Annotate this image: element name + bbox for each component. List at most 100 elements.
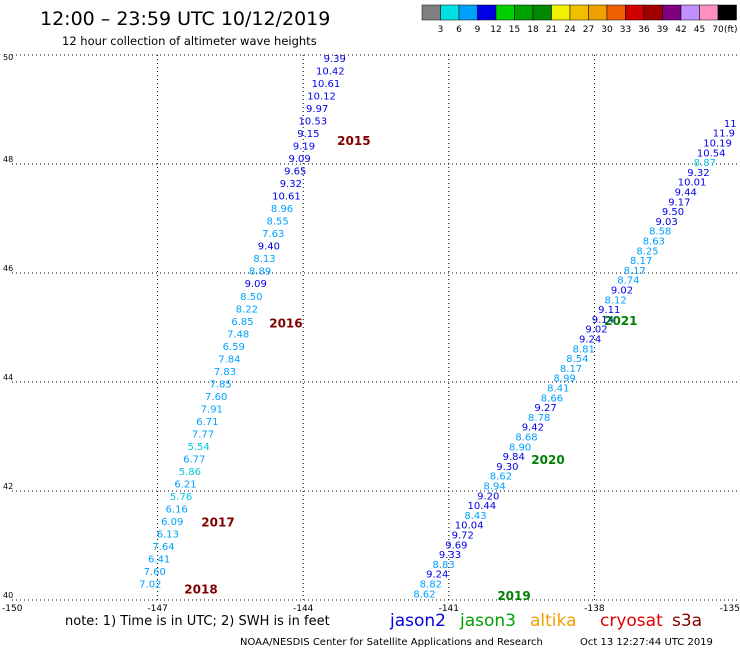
lat-tick-label: 50 <box>3 53 13 62</box>
wave-height-label: 8.54 <box>566 354 588 365</box>
wave-height-label: 6.21 <box>174 479 196 490</box>
wave-height-label: 8.55 <box>267 217 289 228</box>
wave-height-label: 9.32 <box>280 179 302 190</box>
colorbar-swatch <box>514 4 534 21</box>
wave-height-label: 8.87 <box>694 158 716 169</box>
wave-height-label: 7.48 <box>227 329 249 340</box>
wave-height-label: 7.64 <box>152 542 174 553</box>
footer-timestamp: Oct 13 12:27:44 UTC 2019 <box>580 637 713 648</box>
wave-height-label: 8.96 <box>271 204 293 215</box>
colorbar-label: 6 <box>456 25 462 35</box>
wave-height-label: 5.76 <box>170 492 192 503</box>
wave-height-label: 8.74 <box>617 276 639 287</box>
wave-height-label: 10.54 <box>697 148 726 159</box>
wave-height-label: 9.02 <box>611 286 633 297</box>
satellite-legend-item: altika <box>530 611 577 631</box>
lon-tick-label: -138 <box>584 604 605 614</box>
wave-height-label: 6.77 <box>183 454 205 465</box>
colorbar-swatch <box>495 4 515 21</box>
wave-height-label: 9.15 <box>297 129 319 140</box>
wave-height-label: 5.86 <box>179 467 201 478</box>
lon-tick-label: -147 <box>147 604 167 614</box>
wave-height-label: 7.85 <box>209 379 231 390</box>
wave-height-label: 9.72 <box>452 530 474 541</box>
wave-height-label: 8.22 <box>236 304 258 315</box>
color-scale-legend: 3 6 9 12 15 18 21 24 27 30 33 36 39 42 45 70 (ft) <box>421 4 738 35</box>
colorbar-swatch <box>551 4 571 21</box>
wave-height-label: 11.9 <box>713 129 735 140</box>
colorbar-label: 21 <box>546 25 557 35</box>
colorbar-label: 33 <box>620 25 631 35</box>
wave-height-label: 7.60 <box>205 392 227 403</box>
colorbar-swatch <box>680 4 700 21</box>
time-label: 2018 <box>184 582 217 596</box>
colorbar-swatch <box>643 4 663 21</box>
wave-height-label: 9.24 <box>426 570 448 581</box>
wave-height-label: 8.58 <box>649 227 671 238</box>
wave-height-label: 8.68 <box>515 432 537 443</box>
wave-height-label: 8.17 <box>560 364 582 375</box>
wave-height-label: 9.17 <box>668 197 690 208</box>
wave-height-label: 11 <box>724 119 737 130</box>
wave-height-label: 10.12 <box>307 92 336 103</box>
wave-height-label: 6.71 <box>196 417 218 428</box>
colorbar-label: 27 <box>583 25 594 35</box>
wave-height-label: 8.89 <box>249 267 271 278</box>
wave-height-label: 5.54 <box>187 442 209 453</box>
satellite-legend: jason2 jason3 altika cryosat s3a <box>389 611 702 631</box>
lat-tick-label: 42 <box>3 482 13 491</box>
wave-height-label: 7.84 <box>218 354 240 365</box>
wave-height-label: 9.39 <box>324 54 346 65</box>
wave-height-label: 10.19 <box>703 139 732 150</box>
wave-height-label: 8.62 <box>413 589 435 600</box>
lon-tick-label: -135 <box>720 604 740 614</box>
satellite-legend-item: cryosat <box>600 611 663 631</box>
wave-height-label: 7.02 <box>139 579 161 590</box>
colorbar-label: 9 <box>475 25 481 35</box>
colorbar-label: 30 <box>601 25 613 35</box>
wave-height-label: 9.20 <box>477 491 499 502</box>
wave-height-label: 8.63 <box>643 237 665 248</box>
lon-tick-label: -144 <box>293 604 314 614</box>
satellite-legend-item: jason3 <box>459 611 516 631</box>
colorbar-label: 70 <box>712 25 724 35</box>
wave-height-label: 9.44 <box>675 188 697 199</box>
colorbar-label: 42 <box>675 25 686 35</box>
lon-tick-label: -150 <box>2 604 23 614</box>
lat-tick-label: 46 <box>3 264 13 273</box>
wave-height-label: 9.69 <box>445 540 467 551</box>
wave-height-label: 8.94 <box>483 481 505 492</box>
wave-height-label: 6.16 <box>166 504 188 515</box>
wave-height-label: 9.09 <box>288 154 310 165</box>
wave-height-label: 8.78 <box>528 413 550 424</box>
wave-height-label: 7.77 <box>192 429 214 440</box>
wave-height-label: 8.81 <box>573 344 595 355</box>
time-label: 2019 <box>497 589 530 603</box>
wave-height-label: 9.32 <box>687 168 709 179</box>
wave-height-label: 7.63 <box>262 229 284 240</box>
wave-height-label: 8.12 <box>605 295 627 306</box>
wave-height-label: 8.50 <box>240 292 262 303</box>
time-label: 2016 <box>269 317 302 331</box>
time-label: 2017 <box>201 515 234 529</box>
page-subtitle: 12 hour collection of altimeter wave hei… <box>62 34 317 48</box>
wave-height-label: 9.30 <box>496 462 518 473</box>
colorbar-swatch <box>477 4 497 21</box>
wave-height-label: 10.61 <box>312 79 341 90</box>
colorbar-swatch <box>440 4 460 21</box>
colorbar-swatch <box>532 4 552 21</box>
wave-height-label: 8.62 <box>490 472 512 483</box>
wave-height-label: 9.02 <box>585 325 607 336</box>
footer-credit: NOAA/NESDIS Center for Satellite Applica… <box>240 637 543 648</box>
satellite-passes: 9.3910.4210.6110.129.9710.539.159.199.09… <box>139 54 736 600</box>
right-pass: 1111.910.1910.548.879.3210.019.449.179.5… <box>413 119 736 600</box>
colorbar-swatch <box>606 4 626 21</box>
wave-height-label: 8.66 <box>541 393 563 404</box>
wave-height-label: 9.03 <box>655 217 677 228</box>
colorbar-label: 18 <box>527 25 539 35</box>
colorbar-swatch <box>625 4 645 21</box>
wave-height-label: 8.99 <box>554 374 576 385</box>
page-title: 12:00 – 23:59 UTC 10/12/2019 <box>40 8 330 30</box>
